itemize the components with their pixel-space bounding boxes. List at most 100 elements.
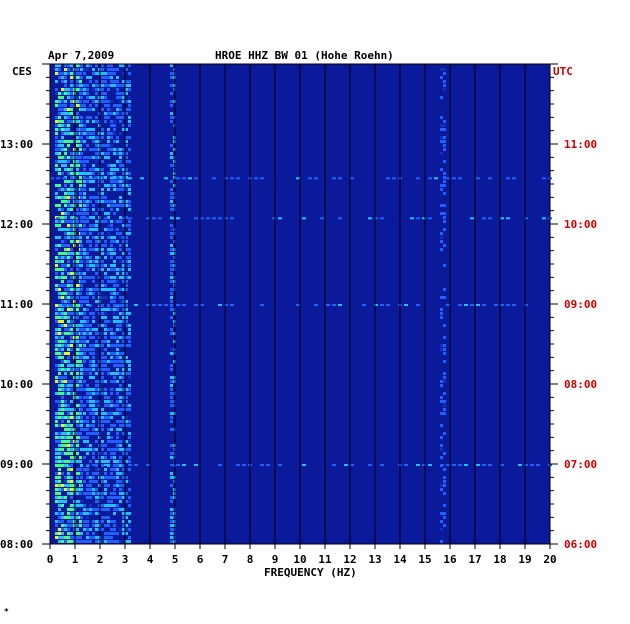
heat-cell [86, 512, 89, 515]
heat-cell [67, 528, 70, 531]
heat-cell [83, 344, 86, 347]
heat-cell [58, 372, 61, 375]
heat-cell [89, 460, 92, 463]
heat-cell [95, 284, 98, 287]
heat-cell [64, 460, 67, 463]
heat-cell [86, 120, 89, 123]
heat-cell [55, 80, 58, 83]
heat-cell [58, 152, 61, 155]
heat-cell [79, 176, 82, 179]
heat-cell [110, 452, 113, 455]
heat-cell [61, 368, 64, 371]
heat-cell [107, 412, 110, 415]
heat-cell [92, 296, 95, 299]
heat-cell [110, 204, 113, 207]
heat-cell [125, 300, 128, 303]
heat-cell [70, 428, 73, 431]
heat-cell [122, 276, 125, 279]
heat-cell [79, 144, 82, 147]
heat-event-cell [206, 217, 210, 220]
heat-cell [122, 64, 125, 67]
heat-cell [70, 96, 73, 99]
heat-cell [107, 236, 110, 239]
heat-cell [122, 388, 125, 391]
heat-cell [83, 204, 86, 207]
heat-cell [70, 268, 73, 271]
heat-cell [119, 488, 122, 491]
heat-cell [128, 224, 131, 227]
heat-cell [61, 404, 64, 407]
heat-cell [55, 308, 58, 311]
heat-cell [113, 304, 116, 307]
heat-cell [119, 400, 122, 403]
heat-cell [440, 140, 443, 143]
heat-cell [61, 420, 64, 423]
x-axis-title: FREQUENCY (HZ) [264, 566, 357, 579]
heat-cell [113, 204, 116, 207]
heat-cell [116, 360, 119, 363]
heat-event-cell [182, 177, 186, 180]
heat-cell [116, 112, 119, 115]
heat-cell [113, 452, 116, 455]
heat-cell [440, 248, 443, 251]
heat-cell [89, 432, 92, 435]
heat-cell [58, 492, 61, 495]
heat-cell [104, 308, 107, 311]
heat-cell [443, 504, 446, 507]
x-tick-label: 19 [518, 553, 531, 566]
heat-cell [67, 424, 70, 427]
heat-cell [67, 512, 70, 515]
x-tick-label: 4 [147, 553, 154, 566]
heat-cell [104, 288, 107, 291]
heat-cell [58, 448, 61, 451]
heat-cell [122, 340, 125, 343]
heat-event-cell [344, 464, 348, 466]
heat-cell [64, 188, 67, 191]
heat-cell [101, 80, 104, 83]
heat-cell [104, 272, 107, 275]
heat-cell [55, 164, 58, 167]
heat-cell [83, 156, 86, 159]
heat-cell [107, 72, 110, 75]
heat-cell [76, 360, 79, 363]
heat-cell [116, 272, 119, 275]
heat-cell [89, 360, 92, 363]
heat-cell [128, 88, 131, 91]
heat-event-cell [314, 304, 318, 306]
heat-cell [128, 456, 131, 459]
heat-cell [113, 152, 116, 155]
heat-cell [116, 188, 119, 191]
heat-cell [64, 100, 67, 103]
heat-cell [83, 276, 86, 279]
heat-event-cell [374, 304, 378, 306]
heat-cell [61, 432, 64, 435]
heat-cell [101, 392, 104, 395]
heat-cell [61, 540, 64, 543]
heat-cell [119, 84, 122, 87]
right-axis-label: UTC [553, 65, 573, 78]
heat-cell [116, 104, 119, 107]
heat-cell [113, 356, 116, 359]
heat-cell [86, 292, 89, 295]
heat-cell [170, 444, 173, 447]
heat-cell [86, 536, 89, 539]
heat-cell [67, 368, 70, 371]
heat-cell [64, 372, 67, 375]
heat-cell [83, 132, 86, 135]
heat-cell [104, 484, 107, 487]
heat-cell [101, 428, 104, 431]
x-tick-label: 9 [272, 553, 279, 566]
heat-cell [104, 380, 107, 383]
heat-cell [119, 160, 122, 163]
heat-cell [64, 248, 67, 251]
heat-cell [440, 116, 443, 119]
heat-cell [110, 336, 113, 339]
heat-cell [104, 76, 107, 79]
heat-cell [58, 472, 61, 475]
heat-cell [119, 236, 122, 239]
heat-cell [95, 88, 98, 91]
heat-cell [70, 164, 73, 167]
heat-cell [113, 440, 116, 443]
heat-cell [440, 528, 443, 531]
heat-cell [58, 220, 61, 223]
